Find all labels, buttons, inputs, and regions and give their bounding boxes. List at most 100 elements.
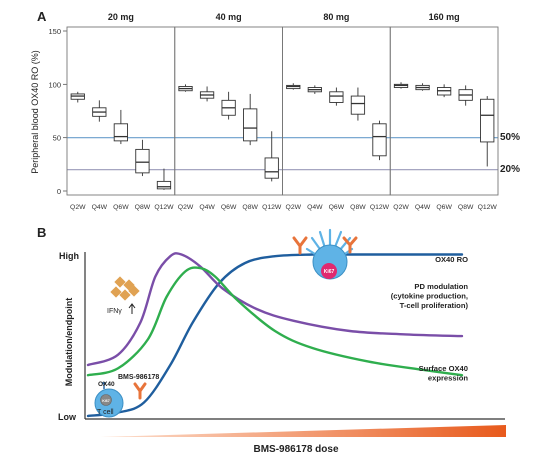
panel-b-axes xyxy=(84,252,505,420)
box-160mg-Q12W xyxy=(480,96,495,167)
b-xlabel: BMS-986178 dose xyxy=(253,444,338,455)
facet-title: 20 mg xyxy=(108,12,134,22)
ki67-pink-nucleus xyxy=(321,263,337,279)
label-line: OX40 RO xyxy=(435,255,468,264)
box-iqr xyxy=(156,180,172,190)
t-cell-icon: Ki67 OX40 T cell xyxy=(94,381,124,418)
surface-ox40-curve xyxy=(86,266,464,377)
x-tick-label: Q2W xyxy=(70,204,86,211)
panel-b-curve-labels: OX40 RO PD modulation (cytokine production… xyxy=(391,255,469,383)
surface-ox40-label: Surface OX40 expression xyxy=(419,364,469,383)
bms-986178-antibody-icon xyxy=(133,382,147,400)
x-tick-label: Q6W xyxy=(329,204,345,211)
x-tick-label: Q2W xyxy=(286,204,302,211)
x-tick-label: Q6W xyxy=(221,204,237,211)
label-line: expression xyxy=(428,374,468,383)
box-iqr xyxy=(264,157,279,179)
box-160mg-Q2W xyxy=(393,82,409,89)
y-tick-label: 0 xyxy=(57,187,61,196)
box-20mg-Q8W xyxy=(135,139,150,177)
up-arrow-icon xyxy=(128,303,136,314)
x-tick-label: Q12W xyxy=(370,204,390,211)
box-80mg-Q6W xyxy=(329,87,344,106)
ifn-block xyxy=(114,276,126,288)
x-tick-label: Q4W xyxy=(307,204,323,211)
x-tick-label: Q8W xyxy=(135,204,151,211)
ref-line-20-label: 20% xyxy=(500,164,520,175)
label-line: (cytokine production, xyxy=(391,292,468,301)
box-20mg-Q12W xyxy=(156,168,172,190)
x-tick-label: Q8W xyxy=(458,204,474,211)
ox40-label: OX40 xyxy=(98,381,115,388)
panel-a-letter: A xyxy=(37,9,47,24)
box-20mg-Q6W xyxy=(113,109,129,145)
label-line: Surface OX40 xyxy=(419,364,468,373)
box-80mg-Q8W xyxy=(350,87,366,121)
box-iqr xyxy=(135,148,150,174)
box-iqr xyxy=(243,108,258,142)
x-tick-label: Q8W xyxy=(350,204,366,211)
panel-b-curves xyxy=(86,252,464,418)
x-tick-label: Q2W xyxy=(178,204,194,211)
ifn-gamma-icon: IFNγ xyxy=(107,276,140,315)
b-y-low-label: Low xyxy=(58,412,77,422)
b-ylabel: Modulation/endpoint xyxy=(64,298,74,386)
y-tick-label: 150 xyxy=(48,27,61,36)
box-iqr xyxy=(350,95,366,115)
box-160mg-Q8W xyxy=(458,85,473,106)
box-iqr xyxy=(329,91,344,103)
x-tick-label: Q6W xyxy=(436,204,452,211)
y-tick-label: 50 xyxy=(53,134,61,143)
ref-line-50-label: 50% xyxy=(500,132,520,143)
ifn-block xyxy=(110,286,122,298)
box-iqr xyxy=(113,123,129,142)
box-80mg-Q2W xyxy=(286,83,301,90)
x-tick-labels: Q2W Q4W Q6W Q8W Q12W Q2W Q4W Q6W Q8W Q12W Q2W Q4W Q6… xyxy=(70,204,497,211)
facet-title: 80 mg xyxy=(323,12,349,22)
pd-modulation-label: PD modulation (cytokine production, T-cell… xyxy=(391,282,469,310)
panel-a-ylabel: Peripheral blood OX40 RO (%) xyxy=(30,50,40,174)
facet-frame xyxy=(389,26,499,196)
pd-modulation-curve xyxy=(86,252,464,367)
b-y-high-label: High xyxy=(59,251,79,261)
y-tick-label: 100 xyxy=(48,80,61,89)
label-line: PD modulation xyxy=(414,282,468,291)
box-iqr xyxy=(480,98,495,143)
box-iqr xyxy=(372,123,387,157)
ki67-label-small: Ki67 xyxy=(102,399,110,403)
box-160mg-Q6W xyxy=(436,84,452,98)
antibody-right-icon xyxy=(342,236,358,254)
box-40mg-Q6W xyxy=(221,91,236,120)
x-tick-label: Q12W xyxy=(478,204,498,211)
x-tick-label: Q4W xyxy=(415,204,431,211)
box-80mg-Q4W xyxy=(307,85,322,94)
dose-gradient-wedge xyxy=(100,425,506,437)
facet-title: 160 mg xyxy=(429,12,460,22)
panel-b-letter: B xyxy=(37,225,46,240)
activated-t-cell-icon: Ki67 xyxy=(292,228,358,280)
t-cell-label: T cell xyxy=(97,409,114,416)
box-160mg-Q4W xyxy=(415,83,430,91)
box-40mg-Q8W xyxy=(243,93,258,146)
facet-titles: 20 mg 40 mg 80 mg 160 mg xyxy=(108,12,460,22)
x-tick-label: Q12W xyxy=(154,204,174,211)
ki67-label: Ki67 xyxy=(324,269,335,275)
ki67-nucleus xyxy=(100,394,112,406)
x-tick-label: Q4W xyxy=(92,204,108,211)
x-tick-label: Q8W xyxy=(242,204,258,211)
ox40-receptor-icon xyxy=(102,382,106,389)
y-axis: 0 50 100 150 xyxy=(48,27,67,196)
x-tick-label: Q4W xyxy=(199,204,215,211)
box-40mg-Q12W xyxy=(264,131,279,182)
box-40mg-Q2W xyxy=(178,84,193,92)
x-tick-label: Q6W xyxy=(113,204,129,211)
x-tick-label: Q12W xyxy=(262,204,282,211)
boxplot-area xyxy=(66,26,499,196)
antibody-left-icon xyxy=(292,236,308,255)
facet-title: 40 mg xyxy=(216,12,242,22)
box-20mg-Q4W xyxy=(92,100,107,122)
label-line: T-cell proliferation) xyxy=(400,301,469,310)
box-80mg-Q12W xyxy=(372,120,387,161)
ox40-ro-curve xyxy=(86,253,464,418)
